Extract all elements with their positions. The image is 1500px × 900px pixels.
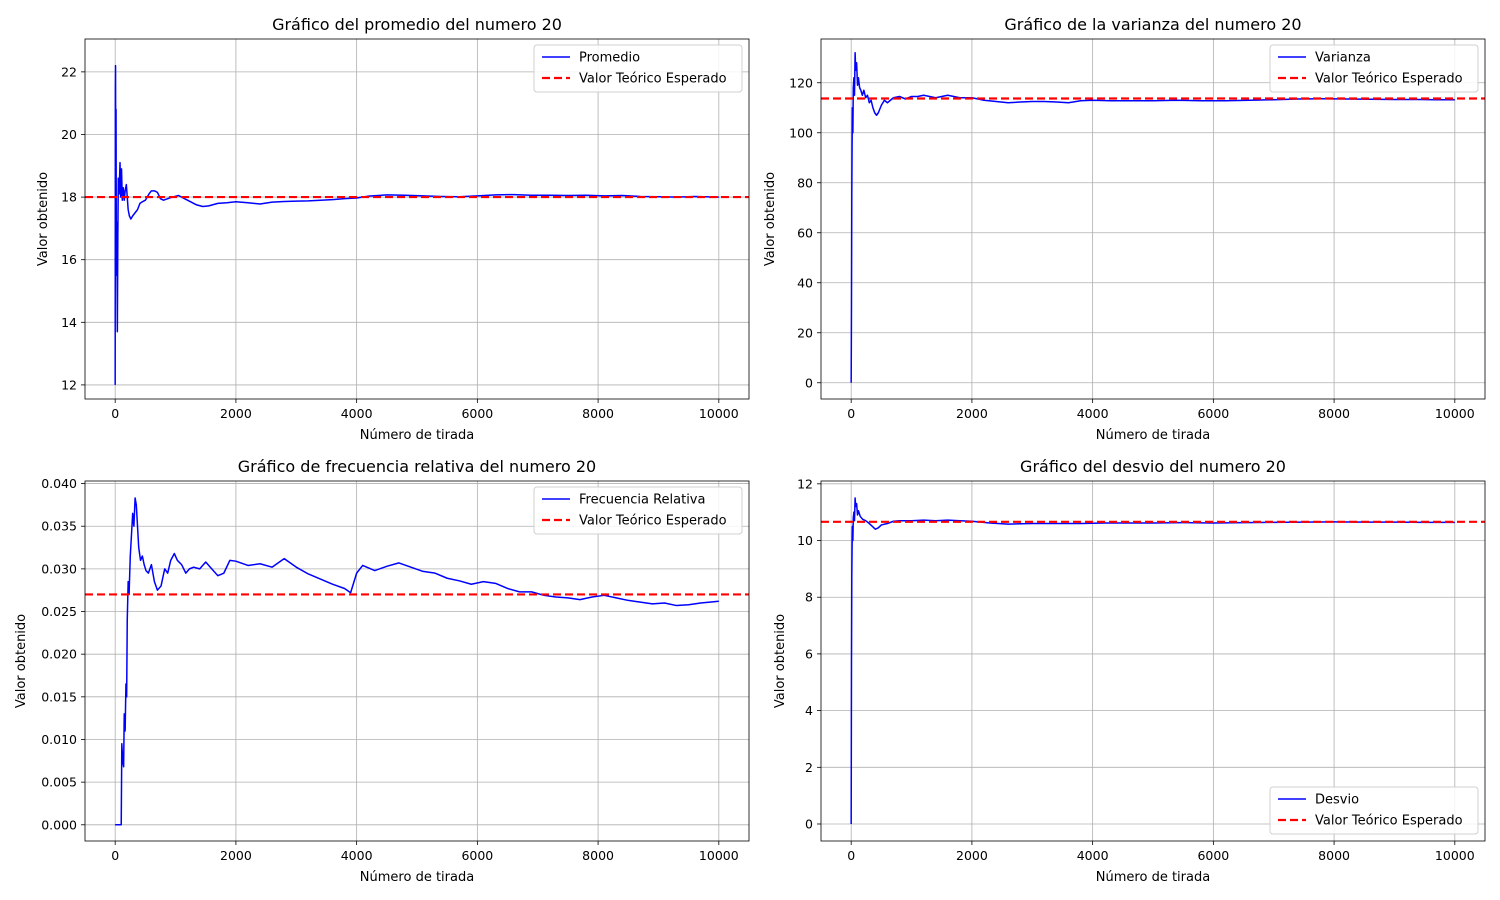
x-tick-label: 10000 [699,848,739,863]
chart-title: Gráfico de frecuencia relativa del numer… [238,457,596,476]
plot-frame [84,38,750,400]
x-tick-label: 8000 [1318,406,1350,421]
y-tick-label: 0.010 [41,732,77,747]
legend-box [1269,44,1479,93]
plot-frame [820,38,1486,400]
x-tick-label: 2000 [220,848,252,863]
x-tick-label: 4000 [1077,848,1109,863]
y-tick-label: 0 [805,375,813,390]
chart-title: Gráfico del desvio del numero 20 [1020,457,1286,476]
x-tick-label: 0 [847,848,855,863]
x-tick-label: 8000 [582,848,614,863]
legend-label: Valor Teórico Esperado [1315,814,1463,829]
x-tick-label: 6000 [1197,848,1229,863]
x-tick-label: 6000 [461,406,493,421]
y-tick-label: 80 [797,175,813,190]
y-tick-label: 2 [805,760,813,775]
y-tick-label: 40 [797,275,813,290]
y-tick-label: 60 [797,225,813,240]
y-tick-label: 14 [61,315,77,330]
legend: Varianza Valor Teórico Esperado [1269,44,1479,93]
x-tick-label: 0 [111,848,119,863]
x-axis-label: Número de tirada [360,428,474,443]
y-tick-label: 20 [797,325,813,340]
legend-label: Varianza [1315,51,1371,66]
legend-box [533,486,743,535]
plot-frame [84,480,750,842]
x-tick-label: 4000 [1077,406,1109,421]
y-tick-label: 10 [797,533,813,548]
plot-frame [820,480,1486,842]
legend: Promedio Valor Teórico Esperado [533,44,743,93]
y-tick-label: 0.035 [41,519,77,534]
x-tick-label: 0 [847,406,855,421]
chart-panel-1: 0 2000 4000 6000 8000 10000 12 14 16 18 20 22 Gráfic… [36,15,750,443]
legend-box [533,44,743,93]
legend-box [1269,786,1479,835]
y-tick-label: 0.020 [41,647,77,662]
y-tick-label: 4 [805,703,813,718]
y-tick-label: 0.025 [41,604,77,619]
y-tick-label: 18 [61,190,77,205]
series-line-1 [850,497,1455,824]
x-tick-label: 8000 [1318,848,1350,863]
y-tick-label: 120 [789,75,813,90]
y-axis-label: Valor obtenido [14,614,29,708]
series-line-1 [850,52,1455,383]
legend-label: Valor Teórico Esperado [1315,72,1463,87]
y-tick-label: 16 [61,252,77,267]
chart-panel-3: 0 2000 4000 6000 8000 10000 0.000 0.005 0.010 0.0… [14,457,750,885]
y-axis-label: Valor obtenido [763,172,778,266]
y-tick-label: 0.000 [41,817,77,832]
y-tick-label: 8 [805,590,813,605]
series-line-1 [115,497,719,826]
x-axis-label: Número de tirada [1096,870,1210,885]
legend-label: Valor Teórico Esperado [579,514,727,529]
x-tick-label: 10000 [699,406,739,421]
x-tick-label: 0 [111,406,119,421]
legend: Desvio Valor Teórico Esperado [1269,786,1479,835]
chart-title: Gráfico del promedio del numero 20 [272,15,562,34]
chart-panel-2: 0 2000 4000 6000 8000 10000 0 20 40 60 80 100 120 Grá… [763,15,1486,443]
y-tick-label: 0 [805,816,813,831]
y-axis-label: Valor obtenido [36,172,51,266]
x-tick-label: 10000 [1435,406,1475,421]
x-tick-label: 4000 [341,848,373,863]
x-tick-label: 10000 [1435,848,1475,863]
chart-title: Gráfico de la varianza del numero 20 [1004,15,1301,34]
y-axis-label: Valor obtenido [773,614,788,708]
y-tick-label: 20 [61,127,77,142]
y-tick-label: 0.005 [41,775,77,790]
y-tick-label: 0.040 [41,476,77,491]
x-tick-label: 2000 [220,406,252,421]
x-tick-label: 2000 [956,848,988,863]
y-tick-label: 12 [797,476,813,491]
y-tick-label: 0.015 [41,689,77,704]
series-line-1 [114,64,719,385]
legend-label: Frecuencia Relativa [579,493,705,508]
x-axis-label: Número de tirada [360,870,474,885]
x-tick-label: 6000 [461,848,493,863]
x-tick-label: 8000 [582,406,614,421]
x-axis-label: Número de tirada [1096,428,1210,443]
chart-panel-4: 0 2000 4000 6000 8000 10000 0 2 4 6 8 10 12 Gráfico d… [773,457,1486,885]
y-tick-label: 6 [805,646,813,661]
y-tick-label: 12 [61,377,77,392]
legend-label: Promedio [579,51,640,66]
x-tick-label: 4000 [341,406,373,421]
legend: Frecuencia Relativa Valor Teórico Esperad… [533,486,743,535]
y-tick-label: 22 [61,64,77,79]
y-tick-label: 100 [789,125,813,140]
legend-label: Desvio [1315,793,1359,808]
x-tick-label: 6000 [1197,406,1229,421]
x-tick-label: 2000 [956,406,988,421]
y-tick-label: 0.030 [41,561,77,576]
legend-label: Valor Teórico Esperado [579,72,727,87]
